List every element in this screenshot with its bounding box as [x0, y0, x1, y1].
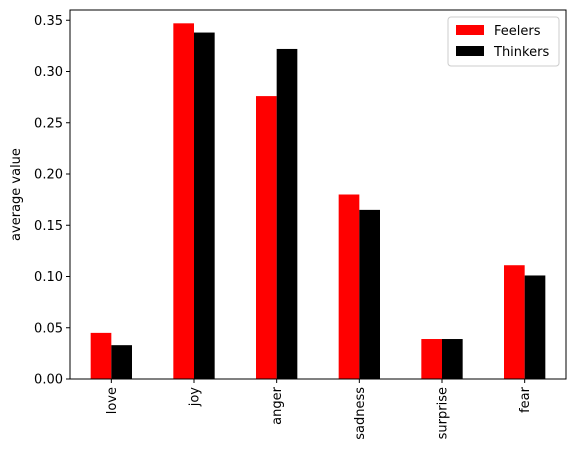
y-tick-label: 0.00 [34, 373, 63, 388]
bar-feelers-fear [504, 265, 525, 379]
x-tick-label-fear: fear [518, 386, 533, 413]
y-axis: 0.00 0.05 0.10 0.15 0.20 0.25 0.30 0.35 [34, 14, 70, 388]
y-tick-label: 0.10 [34, 270, 63, 285]
bar-feelers-sadness [338, 194, 360, 379]
x-tick-label-sadness: sadness [353, 387, 368, 440]
bar-thinkers-joy [194, 32, 215, 380]
y-axis-label: average value [9, 148, 24, 241]
legend-label-feelers: Feelers [494, 24, 541, 39]
legend-swatch-thinkers [456, 46, 484, 56]
bar-feelers-surprise [421, 339, 442, 379]
x-tick-label-anger: anger [270, 386, 285, 424]
bar-thinkers-love [111, 345, 132, 379]
y-tick-label: 0.20 [34, 168, 63, 183]
bar-feelers-anger [256, 96, 277, 379]
bar-thinkers-fear [524, 275, 546, 379]
bar-thinkers-anger [276, 48, 298, 379]
bar-feelers-joy [173, 23, 194, 379]
legend-label-thinkers: Thinkers [493, 45, 549, 60]
plot-area-frame [69, 9, 567, 380]
y-tick-label: 0.25 [34, 116, 63, 131]
bar-thinkers-sadness [359, 209, 380, 379]
bars-layer [90, 23, 546, 380]
legend: Feelers Thinkers [447, 16, 560, 67]
y-tick-label: 0.05 [34, 321, 63, 336]
y-tick-label: 0.15 [34, 219, 63, 234]
bar-thinkers-surprise [442, 339, 463, 379]
x-axis: love joy anger sadness surprise fear [105, 379, 533, 440]
x-tick-label-surprise: surprise [436, 387, 451, 439]
y-tick-label: 0.30 [34, 65, 63, 80]
x-tick-label-love: love [105, 387, 120, 414]
y-tick-label: 0.35 [34, 14, 63, 29]
legend-swatch-feelers [456, 25, 484, 35]
bar-feelers-love [90, 332, 112, 379]
x-tick-label-joy: joy [188, 387, 203, 408]
